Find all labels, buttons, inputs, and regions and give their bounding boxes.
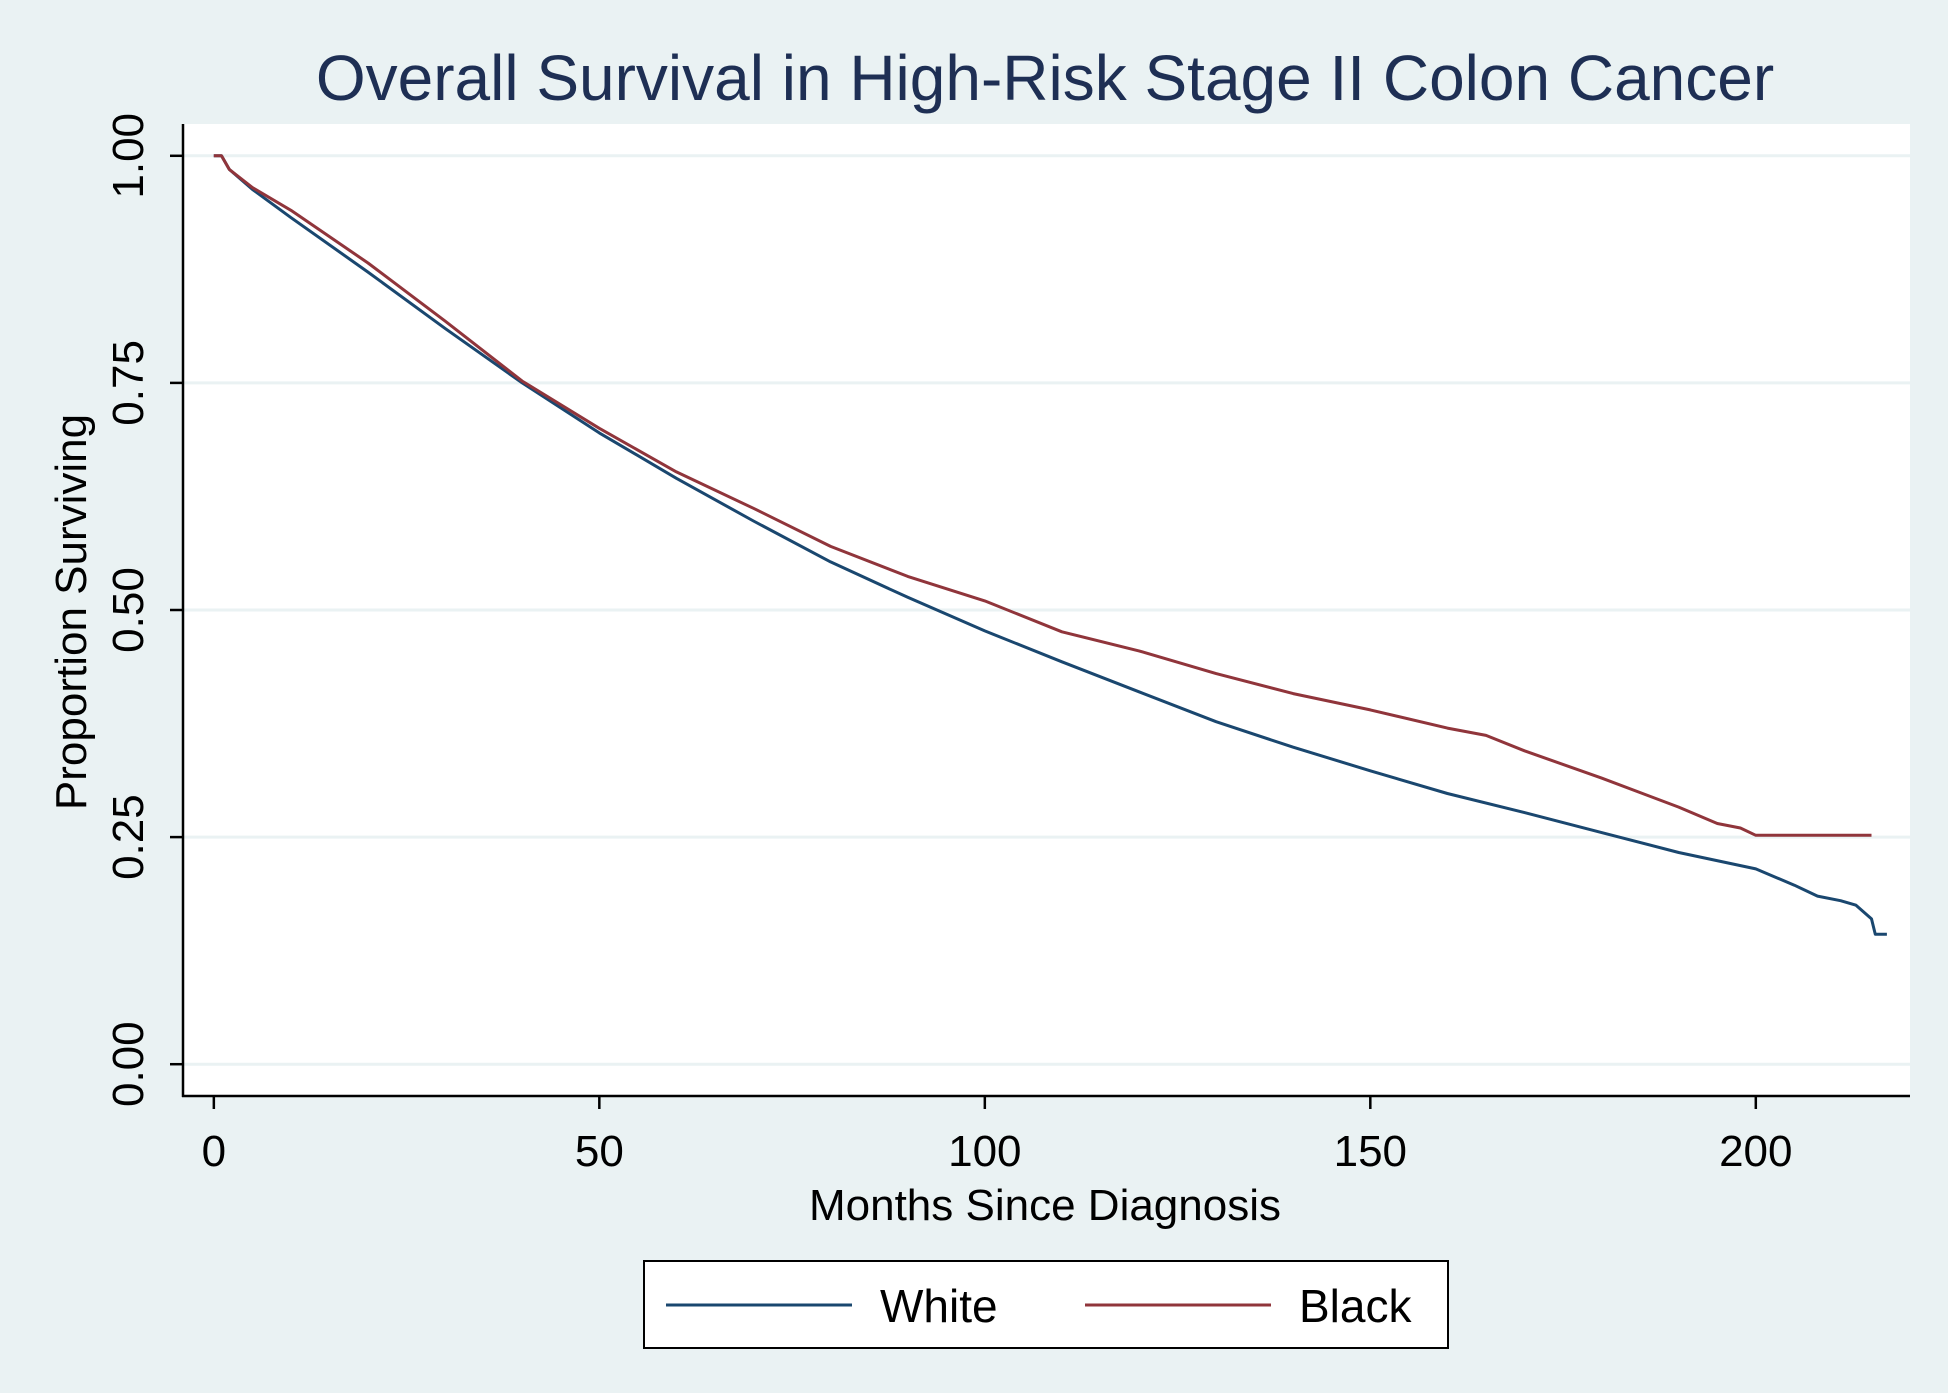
y-tick-label: 0.75 xyxy=(104,340,153,426)
x-tick-label: 150 xyxy=(1334,1127,1407,1176)
series-line-black xyxy=(213,154,1872,837)
chart-title: Overall Survival in High-Risk Stage II C… xyxy=(316,42,1774,114)
x-tick-label: 0 xyxy=(202,1127,226,1176)
x-tick-label: 100 xyxy=(948,1127,1021,1176)
series-lines xyxy=(213,154,1887,936)
y-tick-label: 0.50 xyxy=(104,567,153,653)
series-line-white xyxy=(213,154,1887,936)
x-tick-label: 50 xyxy=(575,1127,624,1176)
y-tick-label: 0.25 xyxy=(104,794,153,880)
legend-label-white: White xyxy=(880,1280,998,1332)
y-tick-label: 0.00 xyxy=(104,1021,153,1107)
grid-lines xyxy=(183,154,1910,1066)
ticks: 0.00 0.25 0.50 0.75 1.00 0 50 100 150 200 xyxy=(104,113,1793,1176)
legend: White Black xyxy=(643,1260,1449,1349)
legend-label-black: Black xyxy=(1299,1280,1412,1332)
y-axis-label: Proportion Surviving xyxy=(47,414,96,810)
y-tick-label: 1.00 xyxy=(104,113,153,199)
x-tick-label: 200 xyxy=(1719,1127,1792,1176)
x-axis-label: Months Since Diagnosis xyxy=(809,1181,1281,1230)
